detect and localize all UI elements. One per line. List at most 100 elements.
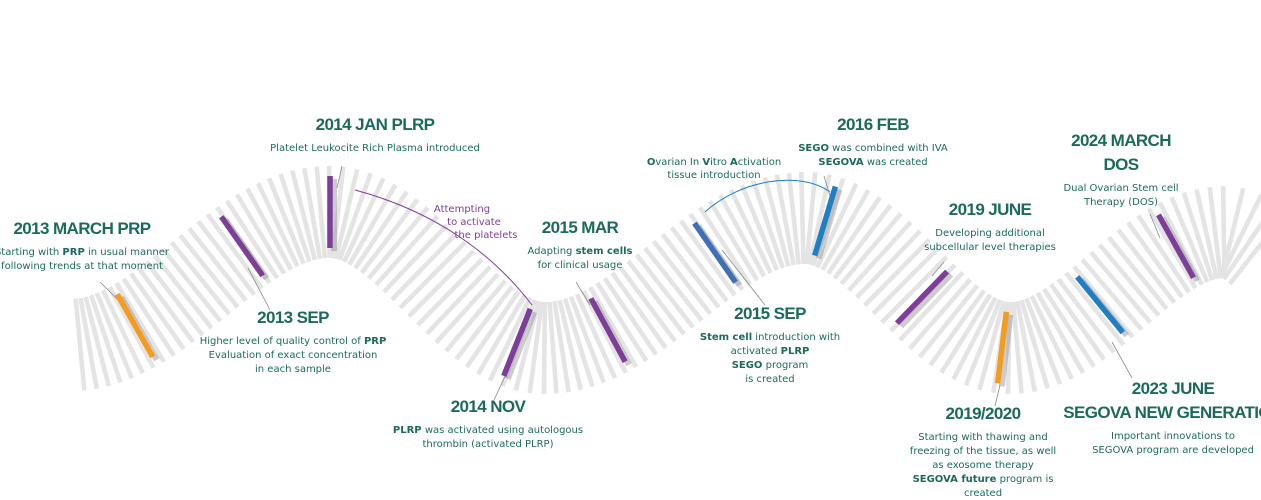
band-stripe bbox=[136, 266, 196, 344]
band-stripe bbox=[1056, 277, 1116, 354]
band-stripe bbox=[610, 271, 668, 350]
text-span: following trends at that moment bbox=[1, 261, 163, 272]
band-stripe bbox=[1064, 271, 1126, 347]
text-span: Starting with bbox=[0, 247, 62, 258]
description-line: SEGO program bbox=[732, 360, 809, 371]
band-stripe bbox=[464, 289, 521, 369]
band-stripe bbox=[660, 232, 721, 309]
description-line: for clinical usage bbox=[538, 260, 623, 271]
band-stripe bbox=[314, 166, 328, 259]
text-span: tissue introduction bbox=[667, 170, 760, 181]
bold-text: PLRP bbox=[781, 346, 810, 357]
description-line: thrombin (activated PLRP) bbox=[422, 439, 553, 450]
band-stripe bbox=[342, 177, 386, 263]
milestone-title: 2024 MARCH bbox=[1071, 131, 1171, 150]
description-line: SEGO was combined with IVA bbox=[798, 143, 948, 154]
band-stripe bbox=[1035, 291, 1086, 375]
band-stripe bbox=[476, 293, 527, 376]
marker bbox=[501, 307, 533, 377]
band-stripe bbox=[552, 300, 571, 393]
band-stripe bbox=[1072, 264, 1135, 339]
leader-line bbox=[336, 165, 343, 189]
band-stripe bbox=[618, 265, 677, 343]
band-stripe bbox=[1097, 243, 1161, 317]
band-stripe bbox=[454, 285, 515, 361]
text-span: thrombin (activated PLRP) bbox=[422, 439, 553, 450]
description-line: Dual Ovarian Stem cell bbox=[1063, 183, 1178, 194]
description-line: is created bbox=[745, 374, 794, 385]
band-stripe bbox=[382, 223, 449, 294]
text-span: the platelets bbox=[455, 230, 518, 241]
band-stripe bbox=[669, 226, 729, 303]
band-stripe bbox=[1219, 187, 1246, 279]
band-stripe bbox=[333, 168, 360, 260]
band-stripe bbox=[634, 253, 695, 329]
band-stripe bbox=[826, 196, 882, 275]
text-span: is created bbox=[745, 374, 794, 385]
band-stripe bbox=[1014, 300, 1038, 393]
leader-line bbox=[575, 281, 591, 306]
band-stripe bbox=[161, 247, 223, 323]
bold-text: PLRP bbox=[393, 425, 422, 436]
band-stripe bbox=[977, 300, 1007, 391]
note-arc bbox=[354, 189, 533, 306]
band-stripe bbox=[588, 286, 639, 369]
leader-line bbox=[994, 384, 1001, 407]
text-span: was activated using autologous bbox=[422, 425, 583, 436]
band-stripe bbox=[815, 182, 859, 269]
band-stripe bbox=[574, 293, 618, 379]
description-line: Developing additional bbox=[935, 228, 1044, 239]
band-stripe bbox=[256, 182, 300, 268]
text-span: created bbox=[964, 488, 1002, 499]
band-stripe bbox=[390, 232, 458, 302]
band-stripe bbox=[1042, 287, 1096, 368]
description-line: Starting with thawing and bbox=[918, 432, 1048, 443]
bold-text: A bbox=[730, 157, 738, 168]
band-stripe bbox=[928, 289, 986, 367]
text-span: was combined with IVA bbox=[829, 143, 948, 154]
band-stripe bbox=[698, 206, 752, 286]
text-span: in each sample bbox=[255, 364, 331, 375]
leader-line bbox=[931, 261, 945, 277]
band-stripe bbox=[832, 203, 893, 280]
leader-line bbox=[1149, 213, 1161, 239]
band-stripe bbox=[302, 167, 323, 260]
band-stripe bbox=[678, 219, 737, 297]
marker bbox=[894, 269, 950, 326]
description-line: Important innovations to bbox=[1111, 431, 1235, 442]
band-stripe bbox=[595, 281, 649, 363]
band-stripe bbox=[804, 172, 818, 265]
bold-text: O bbox=[647, 157, 656, 168]
band-stripe bbox=[626, 259, 686, 336]
band-stripe bbox=[1207, 186, 1224, 279]
band-stripe bbox=[581, 289, 628, 374]
band-stripe bbox=[963, 298, 1003, 387]
band-stripe bbox=[337, 172, 373, 261]
band-stripe bbox=[541, 301, 548, 395]
band-stripe bbox=[1019, 299, 1050, 390]
milestone-title: 2015 SEP bbox=[734, 304, 806, 323]
band-stripe bbox=[568, 295, 607, 384]
band-stripe bbox=[1218, 193, 1261, 279]
band-stripe bbox=[78, 297, 99, 390]
band-stripe bbox=[562, 298, 595, 388]
band-stripe bbox=[1010, 301, 1024, 394]
marker-shadow bbox=[815, 188, 843, 260]
note-line: tissue introduction bbox=[667, 170, 760, 181]
band-stripe bbox=[739, 184, 780, 272]
band-stripe bbox=[444, 279, 508, 353]
band-stripe bbox=[820, 189, 871, 272]
band-stripe bbox=[347, 183, 398, 266]
band-stripe bbox=[144, 260, 205, 337]
band-stripe bbox=[1146, 207, 1198, 290]
text-span: freezing of the tissue, as well bbox=[910, 446, 1056, 457]
bold-text: SEGOVA bbox=[818, 157, 864, 168]
band-stripe bbox=[847, 220, 913, 292]
marker bbox=[114, 292, 156, 359]
text-span: as exosome therapy bbox=[932, 460, 1034, 471]
text-span: in usual manner bbox=[85, 247, 170, 258]
band-stripe bbox=[107, 285, 156, 369]
text-span: Higher level of quality control of bbox=[200, 336, 364, 347]
milestone-title: 2014 JAN PLRP bbox=[316, 115, 435, 134]
